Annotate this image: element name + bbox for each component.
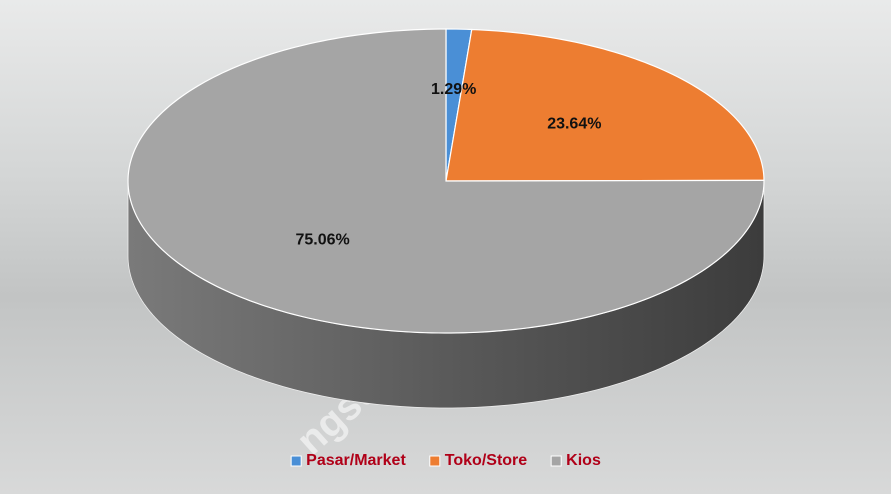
- legend-item: Pasar/Market: [291, 452, 406, 469]
- legend-swatch: [430, 456, 440, 466]
- chart: ngselatankab.bps.go.id 1.29%23.64%75.06%…: [0, 0, 891, 494]
- pie: 1.29% 23.64% 75.06%: [128, 29, 764, 408]
- legend-label: Toko/Store: [445, 452, 527, 469]
- legend-swatch: [551, 456, 561, 466]
- legend-label: Kios: [566, 452, 601, 469]
- legend-item: Toko/Store: [430, 452, 527, 469]
- data-label: 75.06%: [295, 231, 349, 248]
- data-label: 23.64%: [547, 115, 601, 132]
- data-label: 1.29%: [431, 81, 476, 98]
- legend-label: Pasar/Market: [306, 452, 406, 469]
- legend-swatch: [291, 456, 301, 466]
